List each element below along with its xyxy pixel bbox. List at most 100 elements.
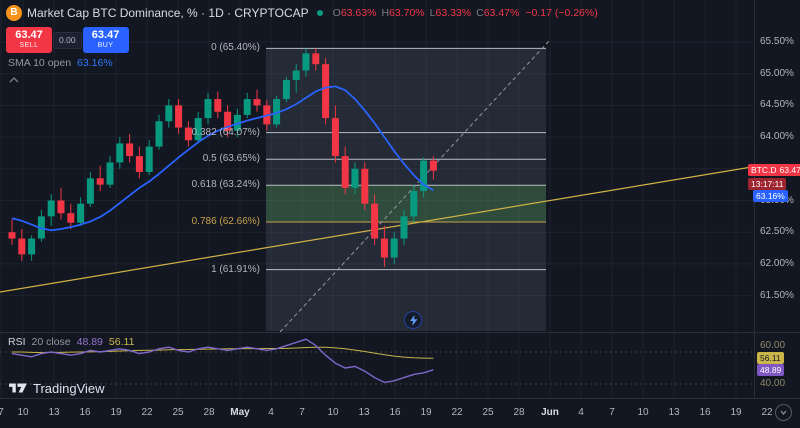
candle-body [116,143,124,163]
price-axis-label: 62.50% [760,226,794,238]
candle-body [312,53,320,65]
candle-body [126,143,134,157]
candle-body [351,168,359,188]
candle-body [194,118,202,141]
candle-body [165,105,173,122]
time-axis-label: 22 [761,407,773,418]
candle-body [273,99,281,125]
chart-canvas[interactable] [0,0,754,398]
buy-button[interactable]: 63.47 BUY [82,27,129,53]
open-value: 63.63% [340,7,377,19]
candle-body [224,111,232,131]
candle-body [341,156,349,188]
chevron-up-icon [9,77,19,83]
buy-label: BUY [97,42,114,49]
high-label: H [381,7,390,19]
candle-body [243,99,251,115]
candle-body [47,200,55,217]
sell-price: 63.47 [15,29,43,41]
fib-trend-dashed-line [279,40,550,333]
time-axis-label: 22 [451,407,463,418]
candle-body [86,178,94,204]
candle-body [28,238,36,255]
time-axis-label: 7 [0,407,4,418]
symbol-logo-icon: B [6,5,22,21]
candle-body [331,118,339,157]
candle-body [410,190,418,217]
symbol-legend: B Market Cap BTC Dominance, % · 1D · CRY… [6,5,598,21]
sma-line [11,85,434,232]
candle-body [282,80,290,100]
axis-settings-button[interactable] [775,404,792,421]
time-axis-label: 4 [268,407,274,418]
rsi-ma-line [12,346,434,359]
candle-body [8,232,16,239]
time-axis-label: 16 [389,407,401,418]
open-label: O [332,7,341,19]
candle-body [175,105,183,128]
legend-collapse-button[interactable] [6,73,22,87]
rsi-upper-band-label: 60.00 [760,340,786,351]
high-value: 63.70% [389,7,425,19]
sma-label[interactable]: SMA 10 open [8,57,72,69]
sma-price-badge: 63.16% [753,190,788,202]
time-axis-label: 10 [327,407,339,418]
lightning-icon [409,314,417,326]
bar-countdown-badge: 13:17:11 [748,178,787,190]
candle-body [390,238,398,258]
candle-body [155,121,163,147]
candle-body [429,160,437,171]
time-axis[interactable]: 7 10 13 16 19 22 25 28 May 4 7 10 13 16 19 22 25 28 Jun 4 7 1… [0,398,800,428]
candle-body [204,99,212,119]
price-axis-label: 62.00% [760,257,794,269]
candle-body [57,200,65,214]
low-value: 63.33% [435,7,472,19]
time-axis-label: 16 [79,407,91,418]
time-axis-label: 16 [699,407,711,418]
candle-body [420,160,428,191]
drawing-anchor-button[interactable] [404,311,422,329]
rsi-title[interactable]: RSI [8,336,26,348]
candle-body [184,127,192,141]
time-axis-label: 7 [609,407,615,418]
fib-golden-zone [266,185,546,223]
tradingview-logo-text: TradingView [33,380,105,396]
candle-body [302,53,310,71]
candle-body [145,146,153,172]
symbol-tag: BTC.D [751,165,777,175]
last-price-value: 63.47% [779,165,800,175]
close-label: C [476,7,484,19]
chevron-down-icon [780,410,787,415]
candle-body [96,178,104,185]
low-label: L [429,7,436,19]
close-value: 63.47% [483,7,520,19]
price-axis-label: 61.50% [760,289,794,301]
candle-body [322,64,330,119]
time-axis-label: 10 [17,407,29,418]
candle-body [77,203,85,223]
rsi-line [11,338,434,384]
price-axis[interactable]: 65.50%65.00%64.50%64.00%63.50%63.00%62.5… [748,0,800,398]
rsi-lower-band-label: 40.00 [760,378,786,389]
sell-button[interactable]: 63.47 SELL [6,27,52,53]
time-axis-label: Jun [541,407,559,418]
symbol-title[interactable]: Market Cap BTC Dominance, % · 1D · CRYPT… [27,6,309,20]
time-axis-label: 19 [420,407,432,418]
time-axis-label: 25 [482,407,494,418]
candle-body [292,70,300,81]
time-axis-label: 10 [637,407,649,418]
pane-separator[interactable] [0,332,800,333]
buy-price: 63.47 [91,29,120,41]
time-axis-label: 19 [110,407,122,418]
time-axis-label: 25 [172,407,184,418]
candle-body [253,99,261,106]
time-axis-label: 19 [730,407,742,418]
time-axis-label: 13 [48,407,60,418]
time-axis-label: May [230,407,250,418]
tradingview-logo-icon [9,383,27,393]
last-price-badge: BTC.D 63.47% [748,164,800,176]
tradingview-logo-link[interactable]: TradingView [8,380,105,396]
time-axis-labels: 7 10 13 16 19 22 25 28 May 4 7 10 13 16 19 22 25 28 Jun 4 7 1… [0,399,800,428]
candle-body [400,216,408,239]
